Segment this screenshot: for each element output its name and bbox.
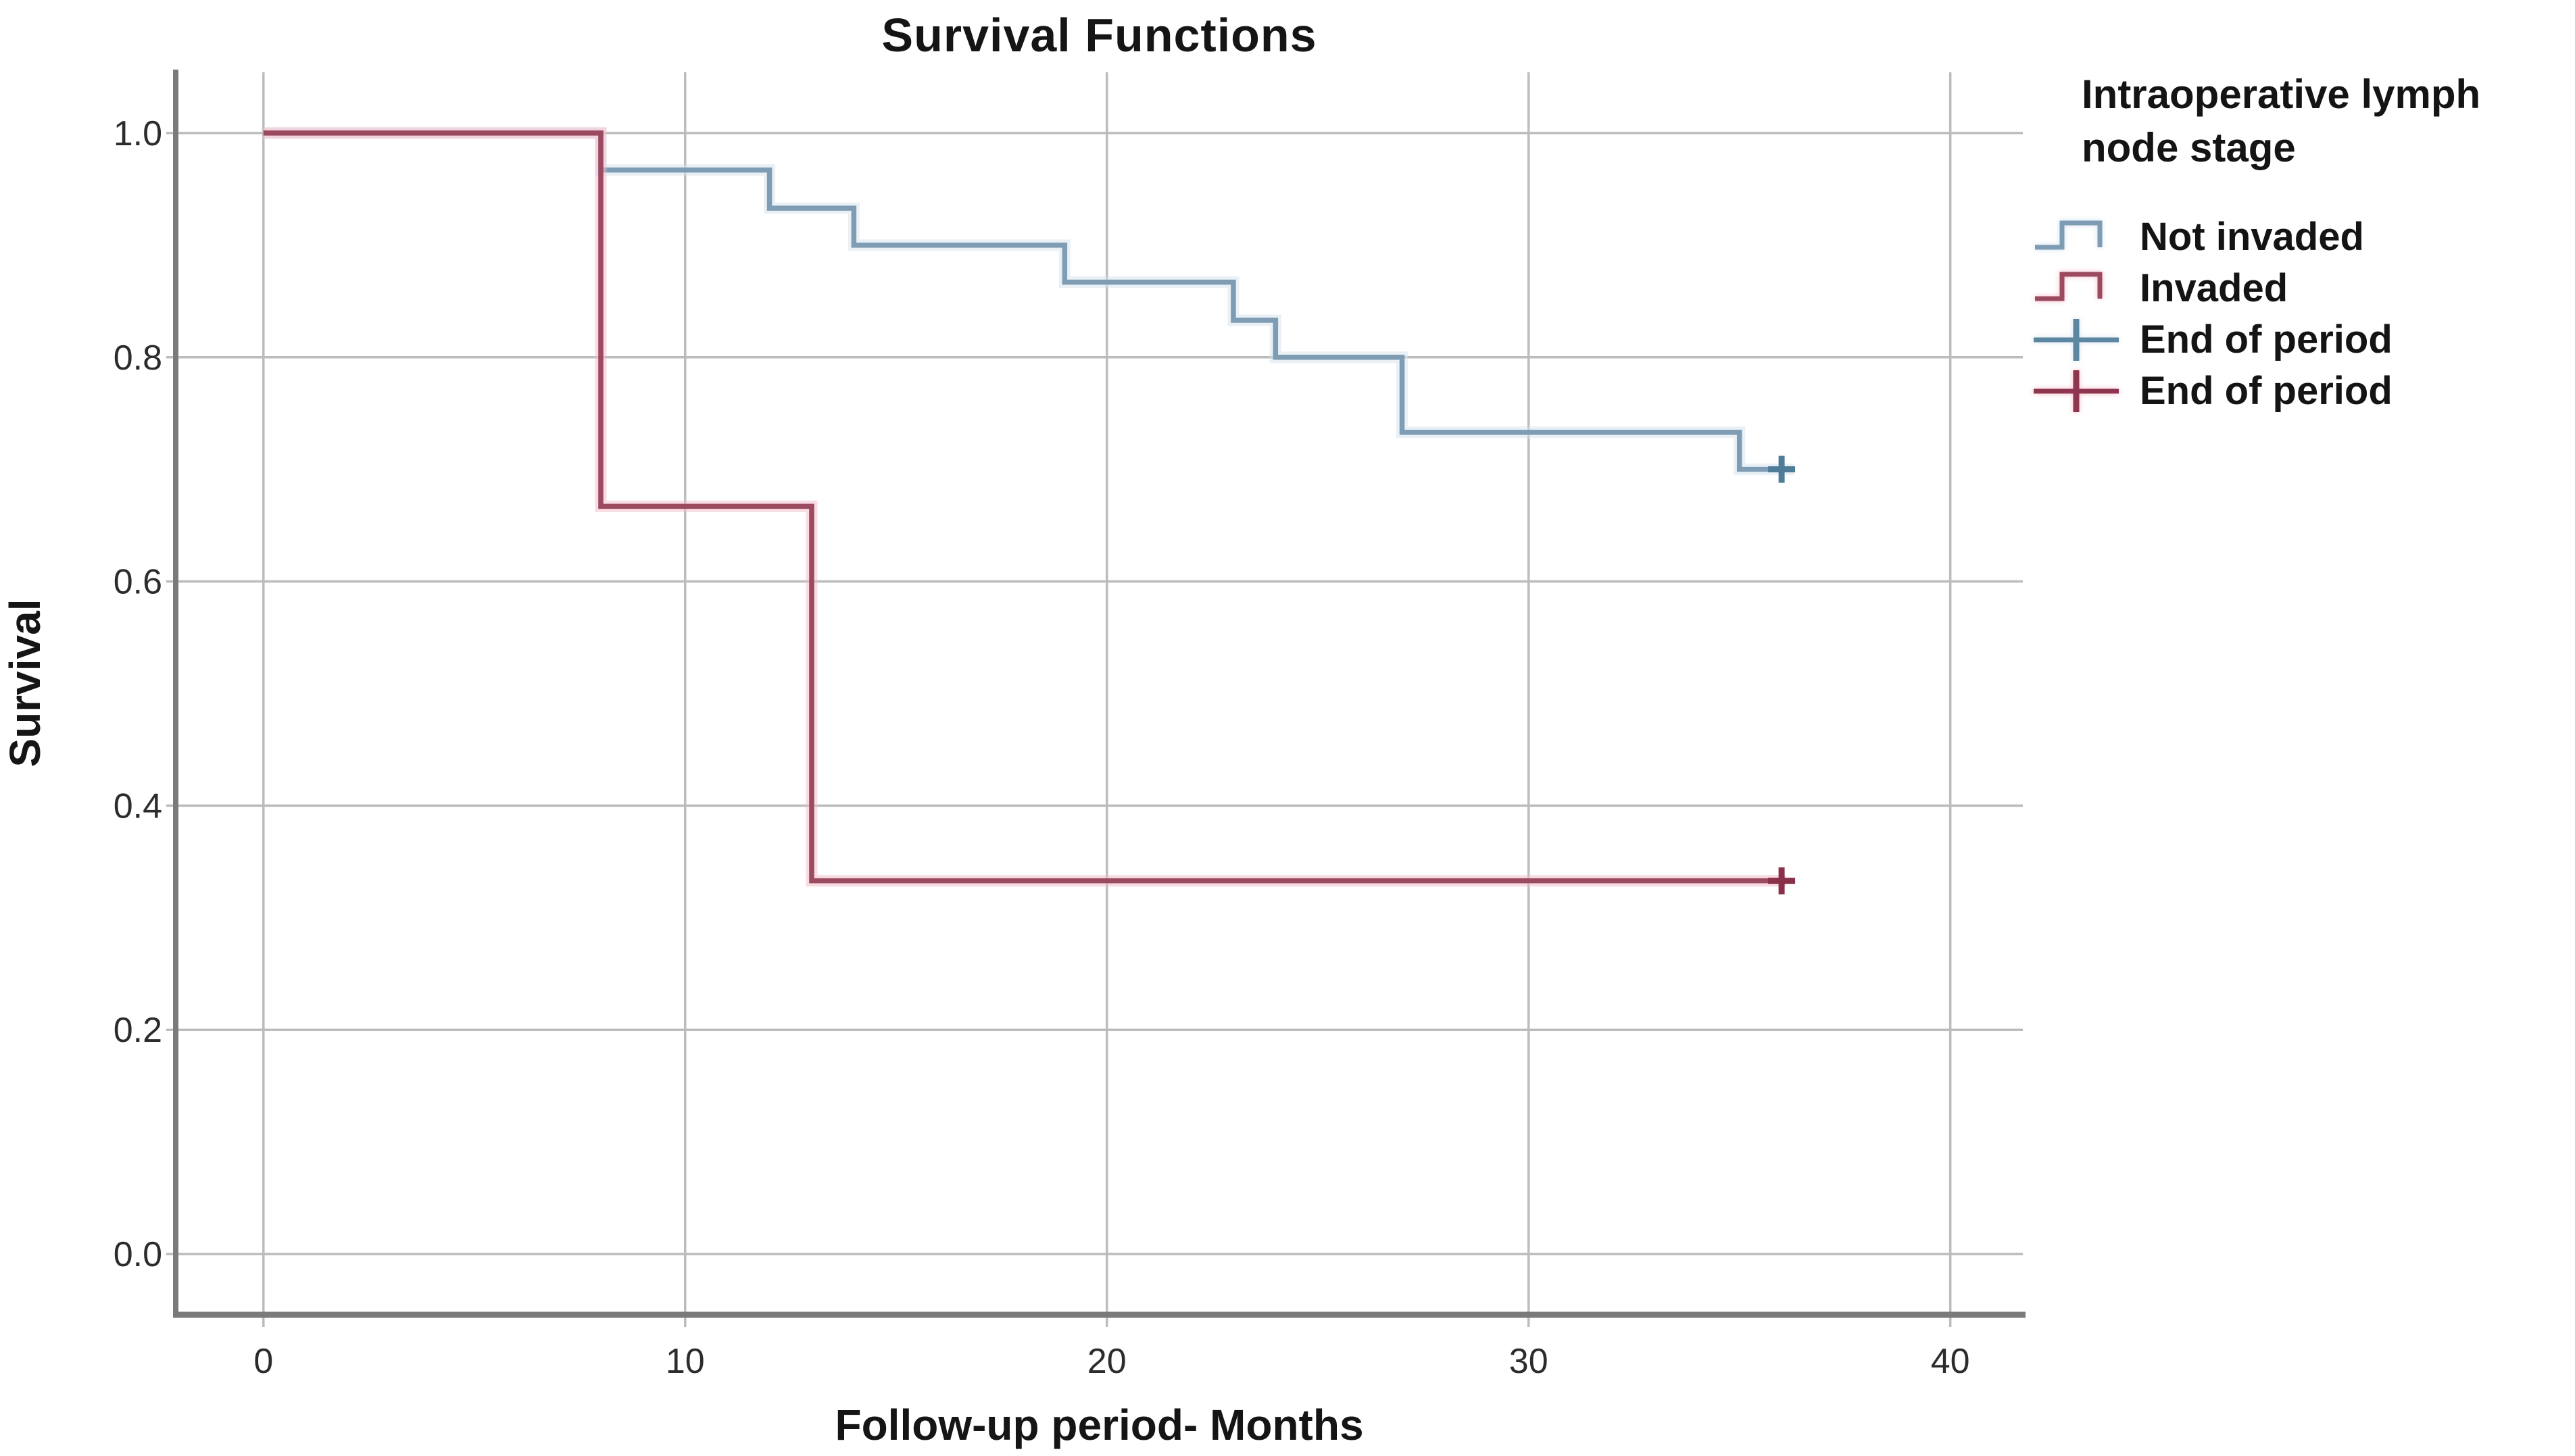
y-tick-label: 0.2 xyxy=(114,1011,162,1050)
legend-item-label: Not invaded xyxy=(2140,214,2364,259)
step-line xyxy=(2035,272,2103,301)
legend-item-label: End of period xyxy=(2140,368,2393,413)
survival-curve-not-invaded xyxy=(263,130,1794,472)
x-tick-label: 40 xyxy=(1931,1342,1970,1381)
legend-item-end-of-period-invaded: End of period xyxy=(2031,365,2572,416)
y-tick-label: 0.4 xyxy=(114,786,162,826)
legend-item-label: Invaded xyxy=(2140,266,2288,310)
legend-item-label: End of period xyxy=(2140,317,2393,361)
chart-title: Survival Functions xyxy=(881,9,1317,61)
censor-plus-icon xyxy=(2034,319,2119,361)
y-tick-label: 1.0 xyxy=(114,114,162,153)
legend-item-not-invaded: Not invaded xyxy=(2031,211,2572,262)
x-axis-title: Follow-up period- Months xyxy=(835,1401,1364,1449)
legend-item-end-of-period-not-invaded: End of period xyxy=(2031,313,2572,365)
legend-items: Not invaded Invaded End of period xyxy=(2031,211,2572,416)
legend-item-invaded: Invaded xyxy=(2031,262,2572,313)
x-tick-label: 20 xyxy=(1087,1342,1127,1381)
legend-title: Intraoperative lymph node stage xyxy=(2082,68,2480,174)
y-tick-label: 0.8 xyxy=(114,338,162,378)
x-tick-label: 10 xyxy=(666,1342,705,1381)
y-tick-label: 0.6 xyxy=(114,563,162,602)
survival-curve-invaded xyxy=(263,130,1786,884)
curve-glow-not-invaded xyxy=(263,127,1794,476)
step-line xyxy=(2035,220,2103,250)
legend-title-line1: Intraoperative lymph xyxy=(2082,72,2481,117)
invaded-step-icon xyxy=(2035,272,2103,301)
not-invaded-step-icon xyxy=(2035,220,2103,250)
legend-title-line2: node stage xyxy=(2082,125,2296,170)
y-tick-label: 0.0 xyxy=(114,1235,162,1274)
censor-plus-icon xyxy=(2034,370,2119,412)
x-tick-label: 30 xyxy=(1509,1342,1548,1381)
y-axis-title: Survival xyxy=(1,599,49,768)
x-tick-label: 0 xyxy=(253,1342,273,1381)
